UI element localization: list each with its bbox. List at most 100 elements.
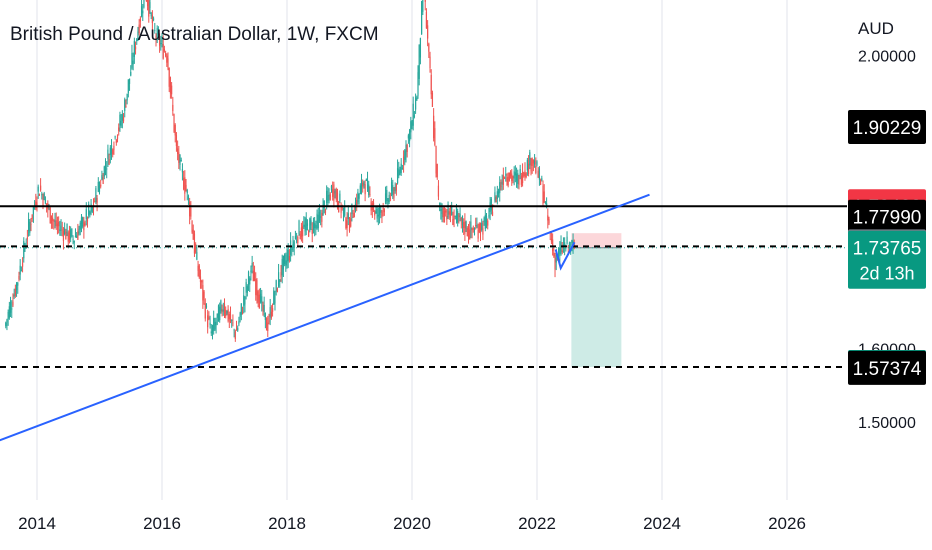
candle-body [214, 321, 216, 330]
candle-body [54, 220, 56, 223]
candle-body [425, 11, 428, 29]
candle-body [481, 222, 483, 231]
candle-body [446, 216, 448, 220]
candle-body [452, 219, 454, 225]
candle-body [186, 189, 188, 194]
candle-body [550, 238, 553, 242]
candle-body [216, 313, 218, 318]
candle-body [152, 18, 155, 20]
candle-body [107, 149, 109, 159]
candle-body [237, 327, 239, 331]
candle-body [80, 217, 83, 224]
candle-body [38, 194, 41, 196]
candle-body [404, 150, 406, 160]
candle-body [401, 167, 403, 169]
candle-body [95, 188, 97, 203]
candle-body [26, 237, 28, 240]
candle-body [416, 97, 418, 101]
candle-body [389, 197, 391, 199]
candle-body [204, 303, 206, 319]
candle-body [566, 236, 568, 244]
price-label-box [848, 199, 926, 234]
candle-body [30, 224, 32, 226]
candle-body [365, 179, 367, 181]
candle-body [448, 211, 450, 215]
candle-body [227, 309, 229, 321]
candle-body [511, 173, 513, 181]
candle-body [299, 233, 301, 239]
candle-body [526, 159, 528, 171]
candle-body [441, 211, 443, 214]
candle-body [50, 215, 53, 224]
candle-body [241, 312, 244, 314]
candle-body [497, 191, 500, 194]
candle-body [115, 140, 117, 143]
candle-body [315, 224, 317, 229]
candle-body [78, 228, 80, 234]
candle-body [232, 322, 234, 324]
candle-body [191, 221, 193, 233]
candle-body [318, 211, 321, 221]
candle-body [358, 193, 360, 199]
candle-body [61, 229, 63, 231]
ascending-trend-line [0, 193, 650, 442]
candle-body [332, 189, 334, 197]
candle-body [198, 265, 200, 278]
candle-body [52, 217, 54, 221]
x-tick-label: 2024 [643, 514, 681, 533]
candle-body [167, 58, 169, 69]
candle-body [221, 309, 223, 313]
candle-body [76, 235, 78, 238]
candle-body [453, 215, 455, 220]
candle-body [108, 159, 110, 165]
candle-body [43, 193, 45, 201]
candle-body [553, 252, 555, 257]
candle-body [77, 231, 79, 240]
candle-body [514, 172, 516, 176]
price-label-text: 1.77990 [853, 208, 922, 229]
candle-body [148, 0, 150, 17]
candle-body [320, 216, 322, 218]
candle-body [476, 224, 478, 228]
candle-body [458, 215, 460, 217]
candle-body [263, 305, 265, 312]
candle-body [290, 240, 292, 255]
horizontal-lines[interactable] [0, 205, 847, 368]
candle-body [180, 159, 182, 162]
candle-body [381, 211, 383, 218]
candle-body [317, 214, 319, 229]
candle-body [31, 214, 33, 219]
candle-body [245, 282, 247, 293]
candle-body [261, 296, 263, 304]
candle-body [185, 184, 187, 191]
candle-body [243, 295, 245, 306]
candle-body [252, 270, 254, 282]
candle-body [89, 211, 91, 215]
x-tick-label: 2020 [393, 514, 431, 533]
candle-body [311, 229, 313, 234]
trend-line[interactable] [0, 193, 650, 442]
candle-body [523, 172, 525, 177]
candle-body [483, 217, 485, 222]
candle-body [257, 291, 259, 303]
candle-body [175, 135, 178, 146]
candle-body [536, 161, 538, 165]
candle-body [124, 99, 126, 111]
candle-body [393, 191, 395, 198]
candle-body [146, 0, 149, 7]
long-position-tool[interactable] [571, 233, 622, 367]
candle-body [9, 301, 12, 313]
candle-body [491, 211, 494, 216]
candle-body [246, 286, 248, 293]
candle-body [83, 222, 85, 231]
candle-body [382, 207, 384, 210]
candle-body [467, 227, 470, 236]
candle-body [66, 223, 68, 233]
candle-body [133, 41, 135, 57]
candle-body [162, 43, 164, 59]
candle-body [145, 0, 147, 2]
candle-body [503, 177, 506, 179]
candle-body [131, 52, 133, 68]
